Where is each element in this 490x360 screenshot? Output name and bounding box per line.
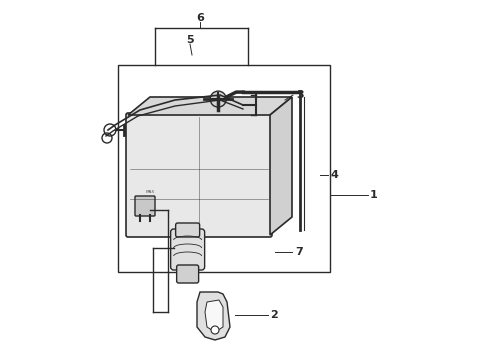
Text: 5: 5 (186, 35, 194, 45)
Polygon shape (205, 300, 223, 332)
Text: MAX: MAX (146, 190, 155, 194)
Polygon shape (128, 97, 292, 115)
Polygon shape (270, 97, 292, 235)
FancyBboxPatch shape (171, 229, 205, 270)
FancyBboxPatch shape (135, 196, 155, 216)
Circle shape (210, 91, 226, 107)
Text: 1: 1 (370, 190, 378, 200)
Text: 4: 4 (330, 170, 338, 180)
Text: 6: 6 (196, 13, 204, 23)
FancyBboxPatch shape (126, 113, 272, 237)
Text: 3: 3 (296, 90, 304, 100)
Bar (118, 65, 330, 272)
Text: 2: 2 (270, 310, 278, 320)
FancyBboxPatch shape (175, 223, 199, 237)
FancyBboxPatch shape (176, 265, 198, 283)
Text: 7: 7 (295, 247, 303, 257)
Polygon shape (197, 292, 230, 340)
Circle shape (211, 326, 219, 334)
